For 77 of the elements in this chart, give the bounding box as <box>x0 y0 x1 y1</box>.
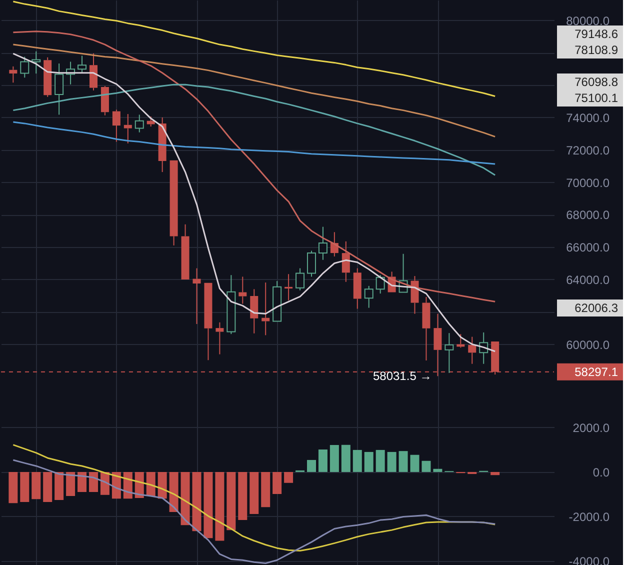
candlestick <box>342 240 350 282</box>
candlestick <box>216 322 224 355</box>
candlestick <box>100 86 109 116</box>
bar <box>146 472 156 496</box>
bar <box>352 450 362 472</box>
y-tick-label: 2000.0 <box>572 420 610 435</box>
bar <box>88 472 98 492</box>
bar <box>180 472 190 526</box>
y-tick-label: 68000.0 <box>566 208 610 222</box>
bar <box>192 472 202 532</box>
y-tick-label: 66000.0 <box>566 240 610 255</box>
bar <box>20 472 30 502</box>
bar <box>398 451 408 472</box>
text: 79148.6 <box>574 27 618 41</box>
bar <box>261 472 270 508</box>
bar <box>422 460 431 472</box>
bar <box>32 472 41 500</box>
y-tick-label: 64000.0 <box>566 272 610 287</box>
y-tick-label: 0.0 <box>592 465 610 480</box>
bar <box>387 452 396 472</box>
text: 76098.8 <box>574 75 618 89</box>
annotation: 58031.5 → <box>372 369 432 384</box>
bar <box>8 472 18 504</box>
line-series <box>12 459 496 564</box>
bar <box>215 472 224 541</box>
bar <box>204 472 213 538</box>
bar <box>364 452 374 472</box>
candlestick <box>353 268 362 310</box>
candlestick <box>192 268 201 324</box>
bar <box>169 472 178 512</box>
bar <box>250 472 259 514</box>
bar <box>410 454 420 472</box>
candlestick <box>112 109 120 142</box>
bar <box>43 472 52 502</box>
y-tick-label: 74000.0 <box>566 110 610 125</box>
bar <box>272 472 282 494</box>
y-tick-label: 72000.0 <box>566 143 610 158</box>
line-series <box>12 444 496 552</box>
line-series <box>12 0 496 97</box>
candlestick <box>89 52 98 91</box>
candlestick <box>124 114 132 144</box>
line-series <box>12 30 496 302</box>
candlestick <box>444 332 454 374</box>
candlestick <box>9 66 18 84</box>
candlestick <box>44 56 52 98</box>
bar <box>54 472 64 500</box>
line-series <box>12 121 496 165</box>
bar <box>284 472 294 483</box>
text: 75100.1 <box>574 91 618 105</box>
bar <box>433 468 442 472</box>
y-tick-label: 60000.0 <box>566 338 610 352</box>
y-tick-label: 80000.0 <box>566 14 610 28</box>
candlestick <box>318 226 328 260</box>
bar <box>490 472 500 476</box>
bar <box>318 450 328 472</box>
line-series <box>12 44 496 138</box>
candlestick <box>238 276 247 304</box>
bar <box>66 472 76 496</box>
candlestick <box>284 274 293 301</box>
bar <box>238 472 248 520</box>
bar <box>78 472 87 492</box>
bar <box>330 445 339 472</box>
candlestick <box>422 296 430 361</box>
bar <box>306 460 316 472</box>
candlestick <box>250 288 258 334</box>
y-tick-label: 70000.0 <box>566 176 610 190</box>
text: 62006.3 <box>574 301 618 315</box>
ref-line-label: 58297.1 <box>574 364 618 379</box>
candlestick <box>410 276 419 314</box>
bar <box>376 450 385 472</box>
bar <box>158 472 167 499</box>
candlestick <box>54 63 64 116</box>
bar <box>341 444 350 472</box>
y-tick-label: -2000.0 <box>568 510 610 524</box>
line-series <box>12 84 496 176</box>
text: 78108.9 <box>574 43 618 57</box>
bar <box>226 472 236 530</box>
